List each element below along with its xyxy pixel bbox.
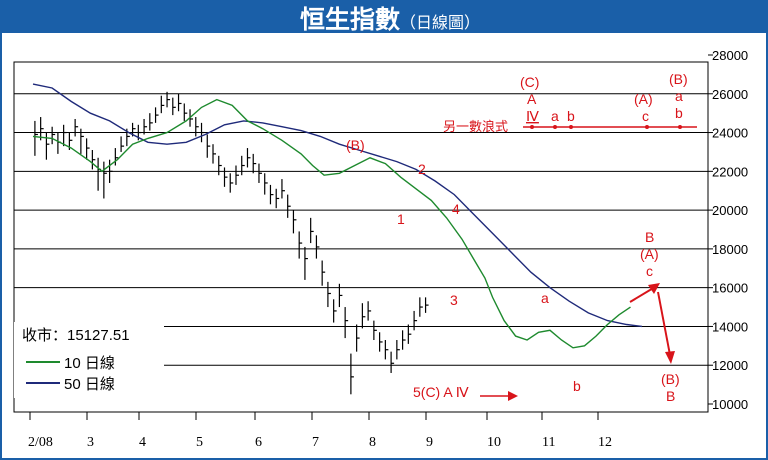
- ma10-label: 10 日線: [64, 355, 115, 372]
- annot-5CA4: 5(C) A Ⅳ: [413, 384, 469, 400]
- ma50-line: [32, 83, 643, 328]
- arrow-up-line: [629, 286, 656, 303]
- arrow-down-line: [657, 291, 671, 356]
- annot-a1: a: [551, 108, 559, 124]
- annot-B-low1: (B): [661, 371, 680, 387]
- annot-b3: b: [573, 378, 581, 394]
- annot-4: 4: [452, 201, 460, 217]
- arrow-5-head: [508, 391, 518, 401]
- chart-subtitle: （日線圖）: [400, 13, 480, 32]
- x-tick-label: 6: [255, 435, 262, 450]
- alt-wave-dots: [530, 125, 682, 129]
- y-tick-label: 28000: [712, 48, 748, 63]
- y-axis-ticks: 10000 12000 14000 16000 18000 20000 22000 24000…: [708, 48, 748, 412]
- annot-A-right: (A): [640, 246, 659, 262]
- wave-annotations: (C) A Ⅳ a b (A) c (B) a b 另一數浪式 (B) 2 1 …: [346, 71, 697, 404]
- x-tick-label: 8: [369, 435, 376, 450]
- x-tick-label: 7: [312, 435, 319, 450]
- x-axis-ticks: 2/08 3 4 5 6 7 8 9 10 11 12: [28, 412, 612, 450]
- y-tick-label: 22000: [712, 164, 748, 179]
- arrow-down-head: [665, 351, 675, 364]
- x-tick-label: 9: [426, 435, 433, 450]
- y-tick-label: 16000: [712, 281, 748, 296]
- x-tick-label: 5: [196, 435, 203, 450]
- annot-A2: (A): [634, 91, 653, 107]
- annot-a2: a: [675, 88, 683, 104]
- annot-3: 3: [450, 292, 458, 308]
- x-tick-label: 4: [139, 435, 146, 450]
- annot-c-right: c: [646, 263, 653, 279]
- x-tick-label: 12: [598, 435, 612, 450]
- annot-B-low2: B: [666, 388, 675, 404]
- ma10-line: [32, 98, 631, 349]
- annot-b2: b: [675, 105, 683, 121]
- y-tick-label: 12000: [712, 358, 748, 373]
- alt-wave-label: 另一數浪式: [443, 119, 508, 134]
- annot-IV: Ⅳ: [526, 108, 539, 124]
- y-tick-label: 24000: [712, 126, 748, 141]
- y-tick-label: 20000: [712, 203, 748, 218]
- close-label: 收市：15127.51: [22, 327, 130, 344]
- x-tick-label: 10: [487, 435, 501, 450]
- y-tick-label: 10000: [712, 397, 748, 412]
- annot-B1: (B): [669, 71, 688, 87]
- annot-B-mid: (B): [346, 137, 365, 153]
- x-tick-label: 3: [87, 435, 94, 450]
- legend: 收市：15127.51 10 日線 50 日線: [14, 322, 164, 398]
- ma50-label: 50 日線: [64, 376, 115, 393]
- y-tick-label: 26000: [712, 87, 748, 102]
- x-tick-label: 2/08: [28, 435, 53, 450]
- arrow-up-head: [648, 283, 660, 294]
- chart-title: 恒生指數: [300, 5, 400, 34]
- annot-a3: a: [541, 290, 549, 306]
- y-tick-label: 14000: [712, 319, 748, 334]
- annot-b1: b: [567, 108, 575, 124]
- annot-c1: c: [642, 108, 649, 124]
- header-band: [1, 1, 767, 33]
- annot-C: (C): [520, 74, 539, 90]
- annot-B-right: B: [645, 229, 654, 245]
- annot-A: A: [527, 91, 537, 107]
- annot-1: 1: [397, 211, 405, 227]
- annot-2: 2: [418, 161, 426, 177]
- y-tick-label: 18000: [712, 242, 748, 257]
- x-tick-label: 11: [542, 435, 555, 450]
